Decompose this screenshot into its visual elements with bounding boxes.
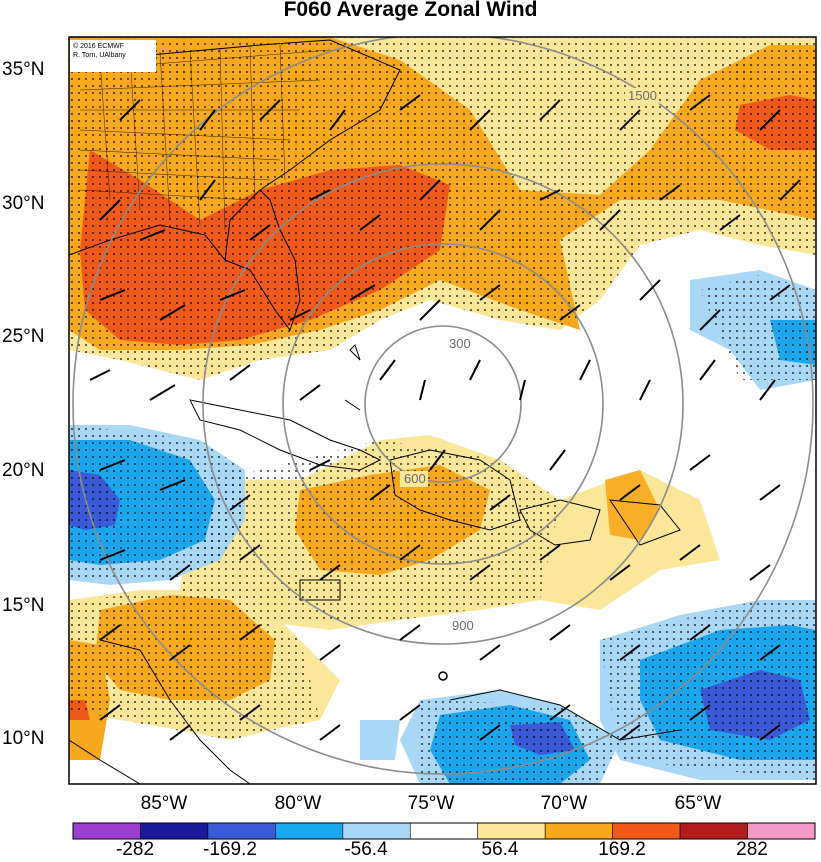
credit-line-1: © 2016 ECMWF — [73, 43, 125, 50]
lat-label-25n: 25°N — [2, 326, 45, 347]
map-frame — [68, 36, 817, 785]
contour-label-1500: 1500 — [628, 88, 657, 103]
contour-label-900: 900 — [452, 618, 474, 633]
wind-barbs — [89, 94, 801, 741]
lat-label-20n: 20°N — [2, 460, 45, 481]
contour-label-600: 600 — [404, 471, 426, 486]
colorbar-label-4: 56.4 — [481, 839, 519, 860]
lon-label-85w: 85°W — [140, 793, 188, 814]
lon-label-75w: 75°W — [407, 793, 455, 814]
lat-label-30n: 30°N — [2, 193, 45, 214]
lat-label-35n: 35°N — [2, 59, 45, 80]
county-boundaries — [79, 44, 331, 231]
contour-labels: 300 600 900 1500 — [400, 88, 659, 634]
lat-label-15n: 15°N — [2, 595, 45, 616]
lat-label-10n: 10°N — [2, 728, 45, 749]
stipple-regions — [69, 37, 816, 784]
map-plot-area — [69, 37, 816, 784]
contour-label-300: 300 — [449, 336, 471, 351]
lon-label-65w: 65°W — [674, 793, 722, 814]
station-circle — [438, 671, 448, 681]
colorbar-label-3: -56.4 — [344, 839, 388, 860]
lon-label-70w: 70°W — [540, 793, 588, 814]
credit-box: © 2016 ECMWF R. Torn, UAlbany — [70, 40, 156, 72]
colorbar-label-1: -282 — [115, 839, 155, 860]
lon-label-80w: 80°W — [274, 793, 322, 814]
colorbar-label-5: 169.2 — [598, 839, 646, 860]
colorbar-label-2: -169.2 — [203, 839, 257, 860]
height-contours — [72, 37, 814, 775]
colorbar-label-6: 282 — [736, 839, 768, 860]
credit-line-2: R. Torn, UAlbany — [73, 52, 126, 59]
map-title: F060 Average Zonal Wind — [283, 0, 538, 21]
coastlines — [69, 39, 681, 784]
